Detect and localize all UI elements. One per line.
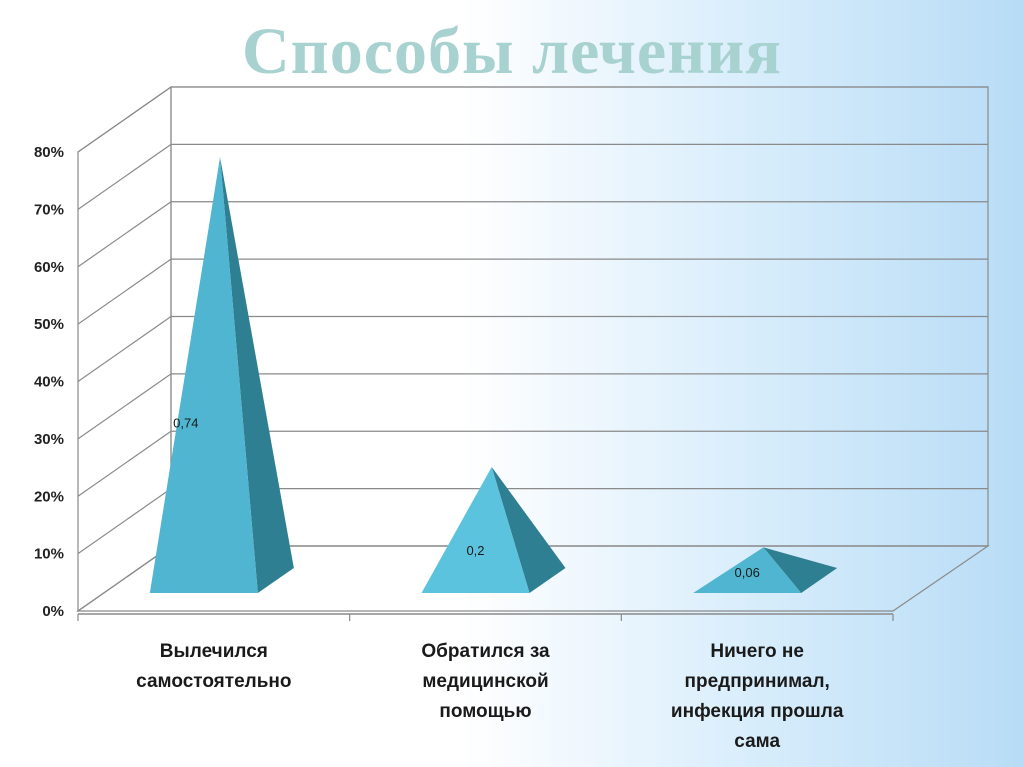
pyramid-bar (421, 467, 566, 593)
data-label: 0,2 (466, 543, 484, 558)
slide-title: Способы лечения (242, 15, 782, 88)
x-axis-categories: Вылечился самостоятельно Обратился за медиц… (136, 641, 844, 752)
gridline-side (77, 488, 172, 555)
pyramid-bar (149, 157, 294, 594)
pyramid-front-face (421, 467, 530, 593)
x-category-label: Обратился за (421, 641, 550, 662)
data-label: 0,06 (735, 565, 760, 580)
y-tick-label: 30% (34, 431, 64, 448)
gridline-side (77, 86, 172, 153)
data-label: 0,74 (173, 415, 198, 430)
pyramid-front-face (693, 547, 802, 593)
x-category-label: Ничего не (710, 641, 804, 662)
x-category-label: Вылечился (160, 641, 268, 662)
x-category-label: помощью (439, 701, 531, 722)
y-tick-label: 0% (42, 603, 64, 620)
y-tick-label: 20% (34, 488, 64, 505)
pyramid-side-face (220, 157, 294, 594)
y-tick-label: 50% (34, 316, 64, 333)
gridline-side (77, 316, 172, 382)
x-category-label: самостоятельно (136, 671, 291, 692)
y-tick-label: 70% (34, 201, 64, 218)
x-category-label: медицинской (422, 671, 548, 692)
chart-floor (76, 545, 990, 621)
gridline-side (77, 201, 172, 268)
chart-bars (149, 157, 838, 594)
y-tick-label: 10% (34, 546, 64, 563)
pyramid-bar (693, 547, 838, 593)
chart-floor-plane (76, 545, 990, 612)
gridline-side (77, 258, 172, 325)
pyramid-side-face (491, 467, 566, 593)
pyramid-front-face (149, 157, 258, 594)
y-tick-label: 80% (34, 144, 64, 161)
y-tick-label: 40% (34, 374, 64, 391)
data-labels: 0,74 0,2 0,06 (173, 415, 760, 580)
x-category-label: сама (734, 731, 780, 752)
x-category-label: предпринимал, (684, 671, 829, 692)
y-tick-label: 60% (34, 259, 64, 276)
gridline-side (77, 373, 172, 440)
gridline-side (77, 430, 172, 497)
x-category-label: инфекция прошла (671, 701, 844, 722)
gridline-side (77, 143, 172, 210)
y-axis-ticks: 0% 10% 20% 30% 40% 50% 60% 70% 80% (34, 144, 64, 620)
pyramid-side-face (763, 547, 838, 593)
